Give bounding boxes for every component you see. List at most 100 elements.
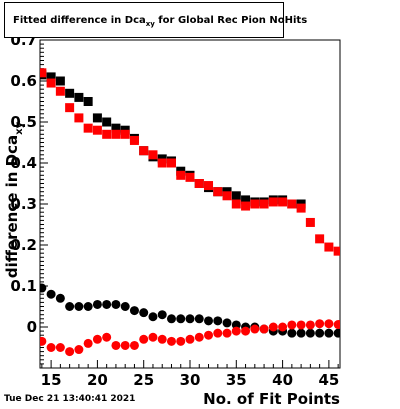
y-tick-label: 0.2 xyxy=(10,236,37,254)
data-series xyxy=(40,319,340,357)
data-point-circle xyxy=(315,328,325,338)
data-point-circle xyxy=(83,338,93,348)
data-point-square xyxy=(102,117,112,127)
data-point-circle xyxy=(204,330,214,340)
data-point-square xyxy=(296,203,306,213)
data-point-square xyxy=(250,199,260,209)
data-point-square xyxy=(231,191,241,201)
y-tick-label: 0.1 xyxy=(10,277,37,295)
data-point-circle xyxy=(194,332,204,342)
data-point-circle xyxy=(250,324,260,334)
data-series xyxy=(40,68,340,256)
data-point-circle xyxy=(157,310,167,320)
data-point-square xyxy=(74,92,84,102)
data-point-circle xyxy=(120,340,130,350)
data-point-square xyxy=(259,199,269,209)
data-point-square xyxy=(222,191,232,201)
data-point-square xyxy=(65,88,75,98)
data-point-square xyxy=(148,150,158,160)
data-point-circle xyxy=(40,283,47,293)
data-point-square xyxy=(111,123,121,133)
data-point-square xyxy=(268,197,278,207)
data-point-square xyxy=(92,125,102,135)
data-point-square xyxy=(74,113,84,123)
data-point-circle xyxy=(324,328,334,338)
data-point-circle xyxy=(231,320,241,330)
data-point-circle xyxy=(102,299,112,309)
data-point-square xyxy=(204,181,214,191)
data-point-circle xyxy=(92,334,102,344)
data-point-circle xyxy=(296,320,306,330)
y-tick-label: 0.3 xyxy=(10,195,37,213)
data-point-square xyxy=(120,129,130,139)
data-point-circle xyxy=(46,343,56,352)
data-point-circle xyxy=(74,345,84,355)
data-point-square xyxy=(166,158,176,168)
title-box: Fitted difference in Dcaxy for Global Re… xyxy=(4,2,307,38)
data-point-square xyxy=(324,242,334,252)
data-point-circle xyxy=(74,302,84,311)
chart-title-subscript: xy xyxy=(145,20,155,28)
data-point-circle xyxy=(194,314,204,324)
data-point-circle xyxy=(305,320,315,330)
data-point-square xyxy=(333,246,340,256)
data-point-square xyxy=(241,195,251,205)
data-point-circle xyxy=(268,322,278,332)
data-point-square xyxy=(305,217,315,227)
data-point-circle xyxy=(213,316,223,326)
data-point-square xyxy=(287,199,297,209)
data-point-circle xyxy=(278,322,288,332)
data-point-square xyxy=(83,123,93,133)
x-tick-label: 25 xyxy=(133,371,154,389)
data-point-circle xyxy=(166,336,176,346)
data-point-square xyxy=(129,135,139,145)
data-point-circle xyxy=(40,336,47,346)
data-point-square xyxy=(55,86,65,96)
data-point-square xyxy=(102,129,112,139)
data-point-circle xyxy=(222,328,232,338)
data-point-circle xyxy=(333,320,340,330)
data-series xyxy=(40,70,306,209)
data-point-circle xyxy=(65,302,75,311)
data-point-square xyxy=(55,76,65,86)
data-point-square xyxy=(185,172,195,182)
data-point-circle xyxy=(259,324,269,334)
data-point-square xyxy=(46,78,56,88)
data-point-circle xyxy=(139,308,149,318)
data-point-circle xyxy=(305,328,315,338)
data-point-circle xyxy=(139,334,149,344)
data-point-circle xyxy=(129,340,139,350)
x-tick-label: 40 xyxy=(272,371,293,389)
data-point-circle xyxy=(185,334,195,344)
data-point-circle xyxy=(287,320,297,330)
x-tick-label: 45 xyxy=(318,371,339,389)
data-point-square xyxy=(139,146,149,156)
data-point-circle xyxy=(176,336,186,346)
x-tick-label: 15 xyxy=(41,371,62,389)
data-series xyxy=(40,283,340,338)
y-axis-label-subscript: xy xyxy=(14,121,25,134)
y-tick-label: 0 xyxy=(27,318,37,336)
data-point-circle xyxy=(231,326,241,336)
y-axis-label: difference in Dcaxy xyxy=(3,121,25,278)
data-point-square xyxy=(241,201,251,211)
data-point-circle xyxy=(148,312,158,322)
y-tick-label: 0.6 xyxy=(10,72,37,90)
y-tick-label: 0.5 xyxy=(10,113,37,131)
data-point-circle xyxy=(111,299,121,309)
data-point-square xyxy=(46,72,56,82)
data-point-circle xyxy=(176,314,186,324)
data-point-circle xyxy=(148,332,158,342)
data-point-circle xyxy=(241,326,251,336)
data-point-square xyxy=(92,113,102,123)
x-tick-label: 35 xyxy=(226,371,247,389)
y-tick-label: 0.4 xyxy=(10,154,37,172)
chart-title: Fitted difference in Dcaxy for Global Re… xyxy=(13,15,307,28)
data-point-square xyxy=(278,197,288,207)
y-axis-label-main: difference in Dca xyxy=(3,135,21,278)
data-point-square xyxy=(65,103,75,113)
data-point-square xyxy=(83,97,93,106)
data-point-circle xyxy=(315,319,325,329)
data-point-circle xyxy=(222,318,232,328)
